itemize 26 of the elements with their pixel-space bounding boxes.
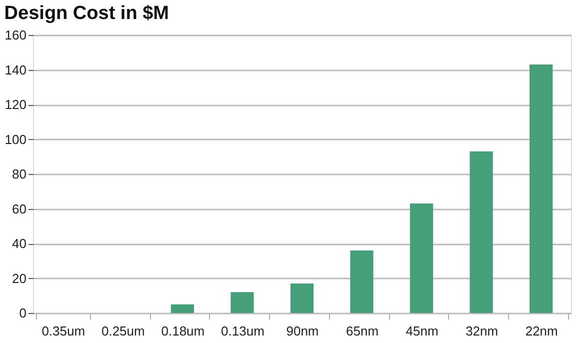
x-tick-label: 32nm [466, 324, 498, 338]
x-tick-label: 45nm [406, 324, 438, 338]
y-tick-label: 160 [4, 28, 26, 42]
bar [470, 151, 493, 313]
y-tick-label: 40 [12, 236, 26, 251]
y-tick-label: 100 [4, 132, 26, 147]
x-tick-label: 0.13um [221, 324, 264, 338]
y-tick-label: 80 [12, 166, 26, 182]
y-tick-label: 60 [12, 201, 26, 216]
bar [350, 250, 374, 313]
x-tick-label: 90nm [286, 324, 319, 338]
bar [170, 304, 194, 313]
chart-title: Design Cost in $M [4, 3, 169, 24]
bar [290, 283, 314, 313]
x-tick-label: 22nm [525, 324, 558, 338]
y-tick-label: 120 [4, 97, 26, 112]
bar [410, 204, 434, 313]
bar [230, 292, 254, 313]
y-tick-label: 20 [12, 270, 26, 286]
x-tick-label: 0.25um [101, 324, 145, 338]
x-tick-label: 65nm [346, 324, 379, 338]
y-tick-label: 0 [19, 306, 26, 320]
x-tick-label: 0.18um [161, 324, 205, 338]
bar [530, 64, 553, 313]
x-tick-label: 0.35um [42, 324, 86, 338]
y-tick-label: 140 [4, 62, 26, 78]
